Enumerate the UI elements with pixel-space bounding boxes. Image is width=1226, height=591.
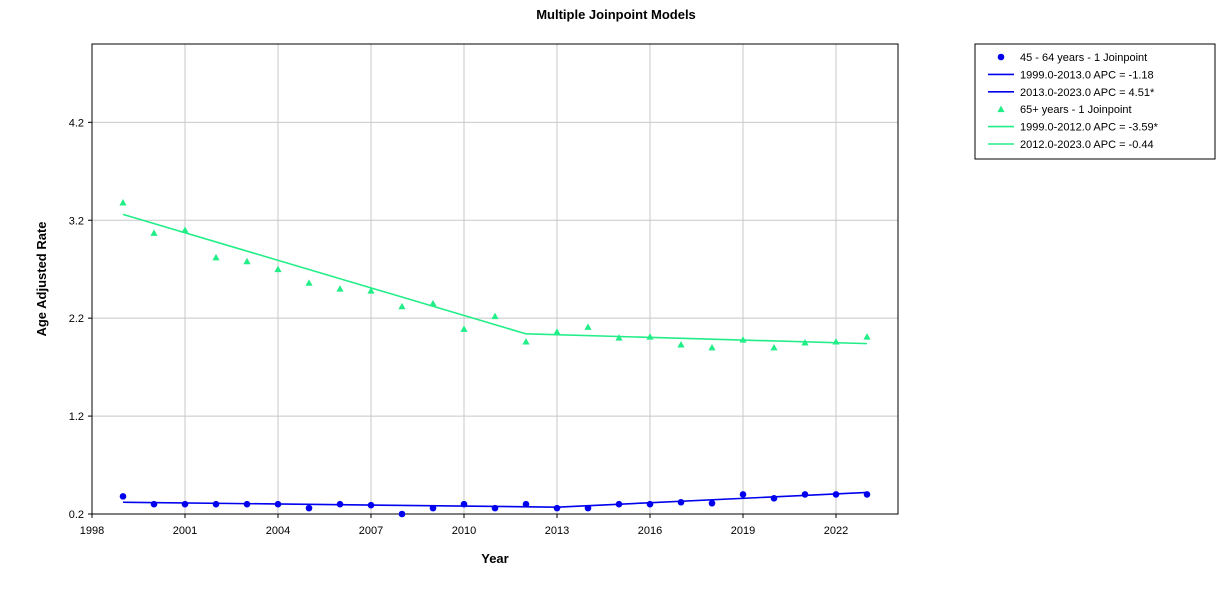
y-tick-label: 2.2 — [69, 313, 84, 325]
grid — [92, 44, 898, 514]
series-45-64-point — [832, 491, 840, 498]
data-points — [119, 199, 871, 518]
legend-series-65-plus-fit-2-label: 2012.0-2023.0 APC = -0.44 — [1020, 139, 1154, 151]
x-tick-label: 2016 — [638, 525, 662, 537]
x-axis-title: Year — [481, 551, 508, 566]
x-tick-label: 1998 — [80, 525, 104, 537]
series-45-64-point — [646, 500, 654, 508]
series-45-64-point — [677, 498, 685, 506]
series-65-plus-point — [274, 265, 282, 273]
series-45-64-point — [212, 500, 220, 508]
series-45-64-point — [615, 500, 623, 508]
series-65-plus-point — [801, 339, 809, 346]
series-45-64-point — [119, 493, 127, 500]
legend-box — [974, 43, 1216, 160]
series-65-plus-point — [522, 338, 530, 345]
series-65-plus-point — [770, 343, 778, 351]
x-tick-label: 2010 — [452, 525, 476, 537]
series-65-plus-point — [708, 343, 716, 351]
series-45-64-point — [739, 491, 747, 498]
y-tick-label: 0.2 — [69, 509, 84, 521]
legend: 45 - 64 years - 1 Joinpoint 1999.0-2013.0… — [974, 43, 1216, 160]
x-tick-label: 2022 — [824, 525, 848, 537]
series-45-64-point — [367, 501, 375, 509]
series-65-plus-point — [429, 299, 437, 307]
legend-series-45-64-marker — [997, 53, 1005, 61]
series-45-64-point — [398, 510, 406, 518]
legend-series-65-plus-fit-1-label: 1999.0-2012.0 APC = -3.59* — [1020, 122, 1159, 134]
series-45-64-point — [243, 500, 251, 508]
series-65-plus-point — [863, 333, 871, 340]
legend-series-65-plus-label: 65+ years - 1 Joinpoint — [1020, 104, 1132, 116]
plot-area — [92, 44, 898, 514]
series-65-plus-point — [398, 302, 406, 310]
series-45-64-point — [336, 500, 344, 508]
x-tick-label: 2019 — [731, 525, 755, 537]
legend-series-65-plus-marker — [997, 105, 1005, 113]
series-65-plus-fit-line-1 — [122, 213, 527, 335]
series-45-64-point — [181, 500, 189, 508]
series-45-64-point — [491, 504, 499, 512]
series-65-plus-point — [243, 257, 251, 265]
series-65-plus-point — [181, 226, 189, 233]
y-tick-label: 1.2 — [69, 411, 84, 423]
series-65-plus-point — [212, 253, 220, 261]
x-tick-label: 2004 — [266, 525, 290, 537]
series-45-64-point — [584, 504, 592, 512]
series-45-64-point — [460, 500, 468, 508]
series-45-64-point — [801, 491, 809, 498]
legend-series-45-64-fit-2-label: 2013.0-2023.0 APC = 4.51* — [1020, 87, 1155, 99]
y-tick-label: 4.2 — [69, 117, 84, 129]
legend-items: 45 - 64 years - 1 Joinpoint 1999.0-2013.0… — [988, 52, 1159, 151]
series-65-plus-point — [615, 334, 623, 341]
series-65-plus-point — [367, 287, 375, 294]
series-45-64-point — [708, 499, 716, 507]
series-45-64-point — [522, 500, 530, 508]
series-45-64-point — [150, 500, 158, 508]
series-45-64-point — [553, 504, 561, 512]
y-tick-label: 3.2 — [69, 215, 84, 227]
series-45-64-point — [770, 495, 778, 502]
series-45-64-point — [305, 504, 313, 512]
x-tick-label: 2013 — [545, 525, 569, 537]
series-65-plus-point — [460, 325, 468, 332]
series-45-64-point — [274, 500, 282, 508]
chart-title: Multiple Joinpoint Models — [536, 7, 696, 22]
series-65-plus-point — [677, 341, 685, 348]
series-65-plus-point — [832, 338, 840, 345]
y-axis-title: Age Adjusted Rate — [34, 221, 49, 336]
series-65-plus-point — [150, 229, 158, 236]
legend-series-45-64-fit-1-label: 1999.0-2013.0 APC = -1.18 — [1020, 69, 1154, 81]
series-65-plus-fit-line-2 — [525, 333, 868, 345]
series-65-plus-point — [584, 323, 592, 330]
x-tick-label: 2007 — [359, 525, 383, 537]
axis-ticks: 1998 2001 2004 2007 2010 2013 2016 2019 2022 0.2 1… — [69, 117, 849, 537]
series-65-plus-point — [491, 312, 499, 320]
series-45-64-point — [429, 504, 437, 512]
plot-frame — [91, 43, 899, 515]
series-45-64-point — [863, 491, 871, 498]
legend-series-45-64-label: 45 - 64 years - 1 Joinpoint — [1020, 52, 1147, 64]
series-45-64-fit-line-2 — [556, 491, 868, 508]
series-65-plus-point — [739, 336, 747, 343]
series-65-plus-point — [646, 333, 654, 340]
x-tick-label: 2001 — [173, 525, 197, 537]
series-65-plus-point — [553, 328, 561, 335]
series-65-plus-point — [305, 279, 313, 286]
series-65-plus-point — [336, 285, 344, 292]
series-65-plus-point — [119, 199, 127, 206]
